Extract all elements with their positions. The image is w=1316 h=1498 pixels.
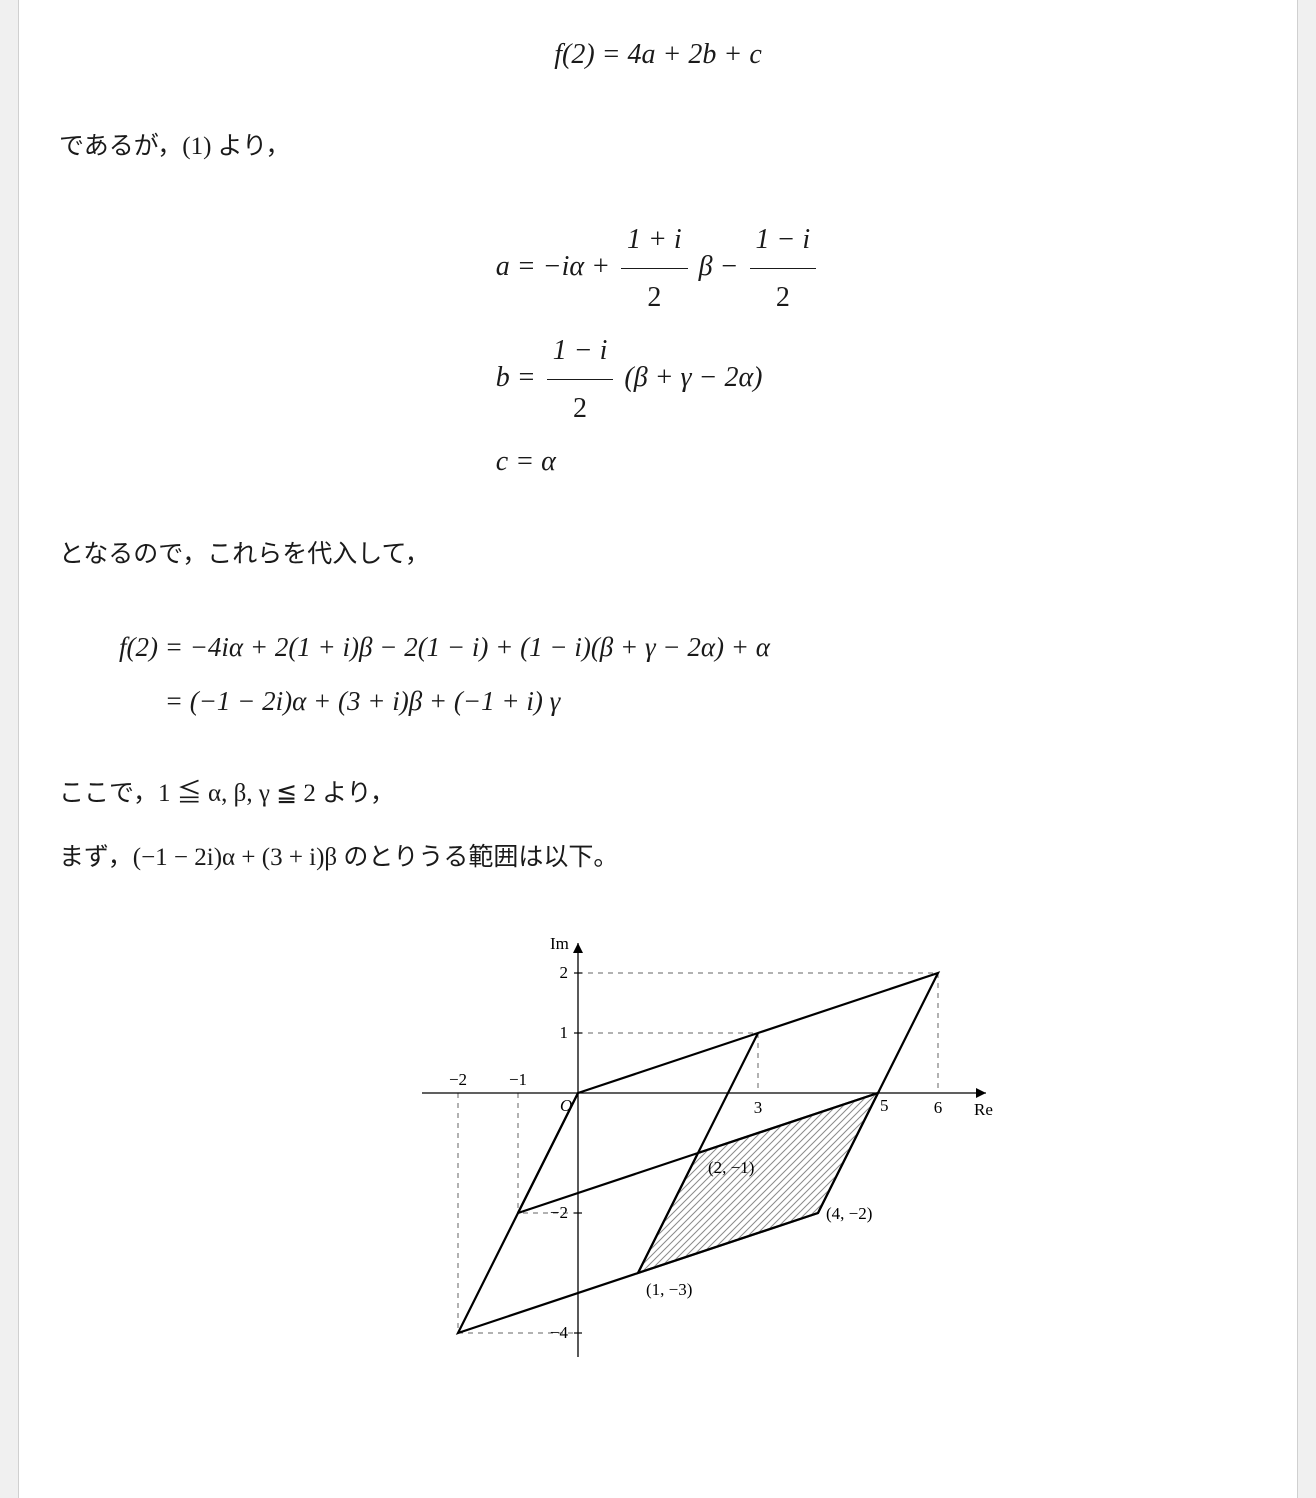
svg-text:−1: −1 <box>509 1070 527 1089</box>
para-1: であるが，(1) より， <box>59 123 1257 171</box>
svg-text:O: O <box>560 1096 572 1115</box>
para-2: となるので，これらを代入して， <box>59 531 1257 579</box>
b-frac-den: 2 <box>547 380 614 435</box>
c-row: c = α <box>496 435 820 488</box>
a-frac2-den: 2 <box>750 269 817 324</box>
f2-line2-row: f(2) = (−1 − 2i)α + (3 + i)β + (−1 + i) … <box>119 674 1257 728</box>
svg-text:Re: Re <box>974 1100 993 1119</box>
b-frac-num: 1 − i <box>547 324 614 380</box>
para-3b: まず，(−1 − 2i)α + (3 + i)β のとりうる範囲は以下。 <box>59 834 1257 882</box>
equation-top: f(2) = 4a + 2b + c <box>59 28 1257 81</box>
c-eq: c = α <box>496 446 556 477</box>
a-lhs: a = −iα + <box>496 251 617 282</box>
svg-text:6: 6 <box>934 1098 943 1117</box>
svg-text:Im: Im <box>550 934 569 953</box>
a-mid: β − <box>699 251 746 282</box>
document-page: f(2) = 4a + 2b + c であるが，(1) より， a = −iα … <box>18 0 1298 1498</box>
f2-line1: f(2) = −4iα + 2(1 + i)β − 2(1 − i) + (1 … <box>119 620 1257 674</box>
f2-expansion: f(2) = −4iα + 2(1 + i)β − 2(1 − i) + (1 … <box>59 620 1257 728</box>
svg-text:1: 1 <box>560 1023 569 1042</box>
svg-text:3: 3 <box>754 1098 763 1117</box>
svg-text:−4: −4 <box>550 1323 569 1342</box>
f2-line2: = (−1 − 2i)α + (3 + i)β + (−1 + i) γ <box>165 686 560 716</box>
a-frac2: 1 − i 2 <box>750 213 817 324</box>
a-row: a = −iα + 1 + i 2 β − 1 − i 2 <box>496 213 820 324</box>
eq-top-text: f(2) = 4a + 2b + c <box>554 39 762 70</box>
chart-container: Im Re O −2 −1 3 6 5 2 1 −2 −4 (2, −1) (4, −2) (1, −3) <box>59 923 1257 1438</box>
b-tail: (β + γ − 2α) <box>624 362 762 393</box>
a-frac1: 1 + i 2 <box>621 213 688 324</box>
para-3b-text: まず，(−1 − 2i)α + (3 + i)β のとりうる範囲は以下。 <box>59 844 618 871</box>
svg-text:(4, −2): (4, −2) <box>826 1204 872 1223</box>
complex-plane-chart: Im Re O −2 −1 3 6 5 2 1 −2 −4 (2, −1) (4, −2) (1, −3) <box>298 923 1018 1433</box>
a-frac1-num: 1 + i <box>621 213 688 269</box>
svg-text:(2, −1): (2, −1) <box>708 1158 754 1177</box>
svg-text:5: 5 <box>880 1096 889 1115</box>
abc-block: a = −iα + 1 + i 2 β − 1 − i 2 b = 1 − i … <box>496 213 820 489</box>
svg-text:−2: −2 <box>449 1070 467 1089</box>
a-frac1-den: 2 <box>621 269 688 324</box>
a-frac2-num: 1 − i <box>750 213 817 269</box>
abc-equations: a = −iα + 1 + i 2 β − 1 − i 2 b = 1 − i … <box>59 213 1257 489</box>
b-row: b = 1 − i 2 (β + γ − 2α) <box>496 324 820 435</box>
para-3a-text: ここで，1 ≦ α, β, γ ≦ 2 より， <box>59 780 395 807</box>
para-3a: ここで，1 ≦ α, β, γ ≦ 2 より， <box>59 770 1257 818</box>
b-lhs: b = <box>496 362 543 393</box>
svg-text:2: 2 <box>560 963 569 982</box>
svg-text:−2: −2 <box>550 1203 568 1222</box>
svg-text:(1, −3): (1, −3) <box>646 1280 692 1299</box>
b-frac: 1 − i 2 <box>547 324 614 435</box>
